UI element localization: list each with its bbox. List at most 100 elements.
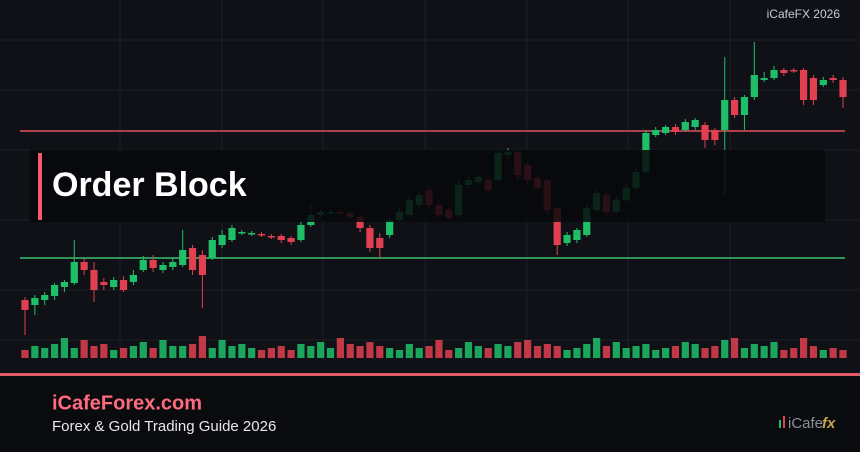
candle-body [681, 122, 689, 130]
volume-bar [149, 348, 157, 358]
candle-body [41, 295, 49, 300]
candle-body [208, 240, 216, 258]
candle-body [238, 232, 246, 234]
footer-background [0, 376, 860, 452]
candle-body [711, 130, 719, 140]
candle-body [248, 233, 256, 235]
candle-body [60, 282, 69, 287]
volume-bar [750, 344, 758, 358]
candle-body [701, 125, 709, 140]
candle-body [691, 120, 699, 127]
volume-bar [267, 348, 275, 358]
candle-body [750, 75, 758, 97]
volume-bar [642, 344, 650, 358]
volume-bar [711, 346, 719, 358]
candle-body [139, 260, 147, 270]
candle-body [70, 262, 78, 283]
volume-bar [593, 338, 601, 358]
volume-bar [612, 342, 620, 358]
volume-bar [504, 346, 512, 358]
candle-body [228, 228, 236, 240]
candle-body [297, 225, 305, 240]
volume-bar [533, 346, 542, 358]
volume-bar [395, 350, 404, 358]
volume-bar [730, 338, 739, 358]
candle-body [662, 127, 670, 133]
volume-bar [188, 344, 197, 358]
site-name: iCafeForex.com [52, 392, 202, 414]
volume-bar [691, 344, 699, 358]
candle-body [780, 70, 788, 73]
volume-bar [248, 348, 256, 358]
candle-body [21, 300, 29, 310]
volume-bar [445, 350, 453, 358]
volume-bar [179, 346, 187, 358]
volume-bar [326, 348, 335, 358]
candle-body [110, 280, 118, 287]
volume-bar [356, 346, 364, 358]
candle-body [257, 234, 266, 236]
volume-bar [90, 346, 98, 358]
candle-body [573, 230, 581, 240]
volume-bar [307, 346, 315, 358]
volume-bar [277, 346, 285, 358]
volume-bar [435, 340, 443, 358]
candle-body [90, 270, 98, 290]
volume-bar [671, 346, 680, 358]
volume-bar [790, 348, 798, 358]
candle-body [356, 217, 364, 228]
volume-bar [386, 348, 394, 358]
footer-divider [0, 373, 860, 376]
annotation-box [30, 150, 825, 222]
volume-bar [583, 344, 591, 358]
volume-bar [70, 348, 78, 358]
candle-body [198, 255, 206, 275]
volume-bar [425, 346, 433, 358]
volume-bar [464, 342, 473, 358]
candle-body [819, 80, 827, 85]
watermark: iCafeFX 2026 [767, 7, 841, 21]
candle-body [100, 282, 108, 285]
volume-bar [721, 340, 729, 358]
volume-bar [129, 346, 138, 358]
volume-bar [415, 348, 423, 358]
volume-bar [297, 344, 305, 358]
candle-body [287, 238, 295, 242]
volume-bar [21, 350, 29, 358]
candle-body [376, 238, 384, 248]
volume-bar [80, 340, 88, 358]
candle-body [179, 250, 187, 265]
candle-body [553, 208, 561, 245]
volume-bar [602, 346, 611, 358]
volume-bar [780, 350, 788, 358]
volume-bar [257, 350, 266, 358]
candle-body [159, 265, 167, 270]
volume-bar [119, 348, 128, 358]
volume-bar [632, 346, 640, 358]
logo: iCafe fx [779, 415, 836, 432]
candle-body [721, 100, 729, 130]
candle-body [50, 285, 59, 296]
candle-body [790, 70, 798, 72]
volume-bar [652, 350, 660, 358]
logo-text: iCafe [788, 415, 823, 432]
volume-bar [494, 344, 502, 358]
candle-body [188, 248, 197, 270]
volume-bar [317, 342, 325, 358]
volume-bar [553, 346, 561, 358]
tagline: Forex & Gold Trading Guide 2026 [52, 418, 276, 435]
volume-bar [563, 350, 571, 358]
volume-bar [701, 348, 709, 358]
candle-body [169, 262, 177, 267]
volume-bar [760, 346, 768, 358]
volume-bar [238, 344, 246, 358]
volume-bar [336, 338, 344, 358]
logo-accent: fx [822, 415, 836, 432]
volume-bar [110, 350, 118, 358]
volume-bar [218, 340, 226, 358]
volume-bar [740, 348, 749, 358]
logo-icon [779, 420, 781, 428]
volume-bar [60, 338, 69, 358]
candle-body [80, 262, 88, 270]
